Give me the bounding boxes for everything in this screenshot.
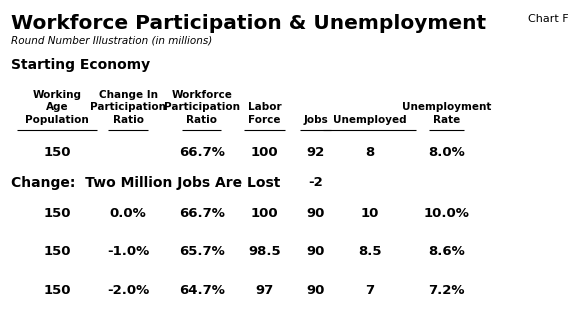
Text: 10.0%: 10.0% — [423, 207, 469, 220]
Text: 150: 150 — [43, 146, 71, 159]
Text: 65.7%: 65.7% — [179, 245, 225, 258]
Text: -2.0%: -2.0% — [107, 284, 149, 297]
Text: Labor: Labor — [248, 102, 281, 112]
Text: 8.6%: 8.6% — [428, 245, 465, 258]
Text: Ratio: Ratio — [186, 115, 218, 125]
Text: 90: 90 — [306, 284, 325, 297]
Text: 7.2%: 7.2% — [428, 284, 465, 297]
Text: Workforce Participation & Unemployment: Workforce Participation & Unemployment — [12, 14, 487, 33]
Text: 0.0%: 0.0% — [110, 207, 146, 220]
Text: Rate: Rate — [433, 115, 460, 125]
Text: Jobs: Jobs — [303, 115, 328, 125]
Text: 90: 90 — [306, 245, 325, 258]
Text: 100: 100 — [251, 146, 278, 159]
Text: 98.5: 98.5 — [248, 245, 281, 258]
Text: 8.0%: 8.0% — [428, 146, 465, 159]
Text: Participation: Participation — [164, 102, 240, 112]
Text: 90: 90 — [306, 207, 325, 220]
Text: Chart F: Chart F — [528, 14, 568, 24]
Text: 100: 100 — [251, 207, 278, 220]
Text: Change:  Two Million Jobs Are Lost: Change: Two Million Jobs Are Lost — [12, 176, 281, 190]
Text: 150: 150 — [43, 207, 71, 220]
Text: 92: 92 — [306, 146, 325, 159]
Text: 66.7%: 66.7% — [179, 146, 225, 159]
Text: Population: Population — [25, 115, 89, 125]
Text: Working: Working — [32, 90, 81, 100]
Text: 8: 8 — [365, 146, 374, 159]
Text: Starting Economy: Starting Economy — [12, 58, 151, 72]
Text: Round Number Illustration (in millions): Round Number Illustration (in millions) — [12, 36, 213, 45]
Text: 64.7%: 64.7% — [179, 284, 225, 297]
Text: Age: Age — [46, 102, 68, 112]
Text: Participation: Participation — [90, 102, 166, 112]
Text: -2: -2 — [308, 176, 323, 189]
Text: Unemployed: Unemployed — [333, 115, 407, 125]
Text: Unemployment: Unemployment — [401, 102, 491, 112]
Text: -1.0%: -1.0% — [107, 245, 149, 258]
Text: Ratio: Ratio — [113, 115, 143, 125]
Text: 150: 150 — [43, 245, 71, 258]
Text: 8.5: 8.5 — [358, 245, 381, 258]
Text: Workforce: Workforce — [172, 90, 233, 100]
Text: 10: 10 — [360, 207, 379, 220]
Text: 97: 97 — [255, 284, 274, 297]
Text: 66.7%: 66.7% — [179, 207, 225, 220]
Text: Force: Force — [248, 115, 281, 125]
Text: Change In: Change In — [99, 90, 158, 100]
Text: 150: 150 — [43, 284, 71, 297]
Text: 7: 7 — [365, 284, 374, 297]
